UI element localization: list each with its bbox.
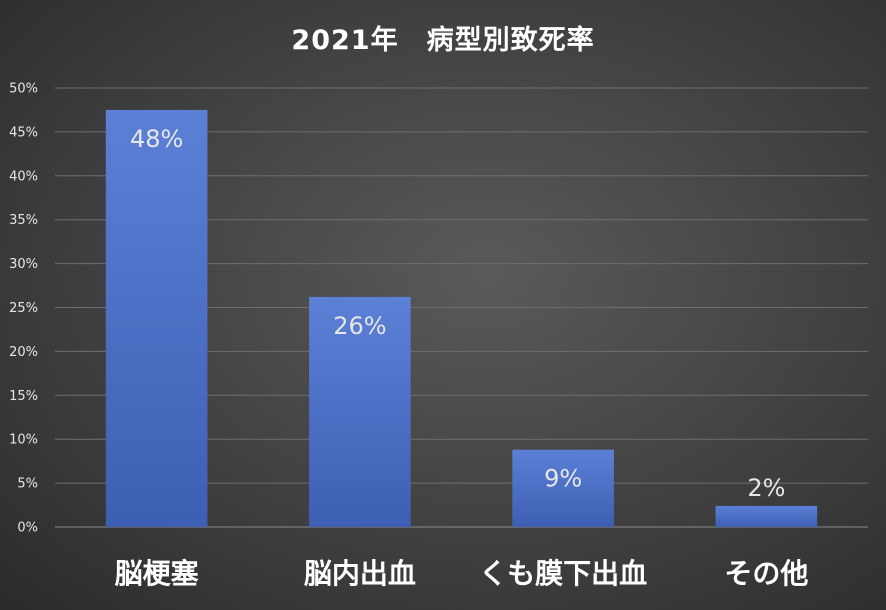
data-label: 26%: [333, 312, 386, 340]
y-tick-label: 40%: [9, 169, 38, 184]
y-tick-label: 45%: [9, 125, 38, 140]
y-tick-label: 0%: [17, 521, 38, 536]
y-tick-label: 35%: [9, 213, 38, 228]
x-category-label: 脳内出血: [304, 557, 416, 590]
x-category-label: くも膜下出血: [479, 557, 647, 590]
y-tick-label: 20%: [9, 345, 38, 360]
x-category-label: 脳梗塞: [115, 557, 199, 590]
y-tick-label: 5%: [17, 477, 38, 492]
y-tick-label: 15%: [9, 389, 38, 404]
data-label: 48%: [130, 125, 183, 153]
bar: [105, 109, 208, 527]
data-label: 9%: [544, 465, 582, 493]
data-label: 2%: [747, 474, 785, 502]
bar: [715, 505, 818, 527]
x-category-label: その他: [724, 557, 808, 590]
y-tick-label: 25%: [9, 301, 38, 316]
y-tick-label: 30%: [9, 257, 38, 272]
bar: [512, 449, 614, 527]
y-tick-label: 10%: [9, 433, 38, 448]
y-tick-label: 50%: [9, 82, 38, 97]
bar: [309, 296, 411, 527]
chart-title: 2021年 病型別致死率: [291, 25, 595, 56]
